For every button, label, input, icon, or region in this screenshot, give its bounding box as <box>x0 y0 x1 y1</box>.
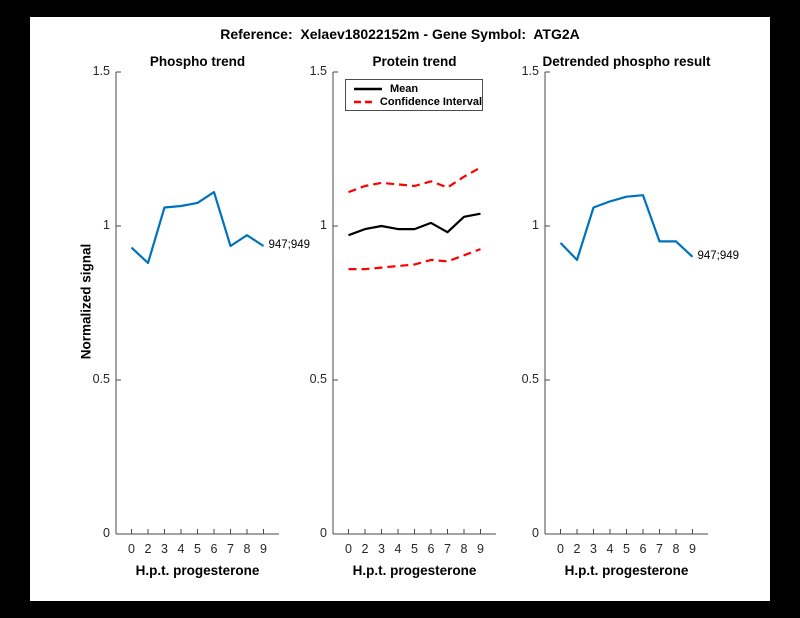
x-tick-label: 2 <box>144 542 152 556</box>
x-tick-label: 5 <box>411 542 418 556</box>
legend: Mean Confidence Interval <box>345 79 483 111</box>
y-tick-label: 0.5 <box>92 372 110 386</box>
x-tick-label: 3 <box>590 542 597 556</box>
legend-entry-confidence-interval: Confidence Interval <box>346 95 482 108</box>
x-tick-label: 2 <box>573 542 581 556</box>
y-tick-label: 1 <box>532 218 539 232</box>
y-tick-label: 1.5 <box>309 64 327 78</box>
subplot-title-detrended-phospho-result: Detrended phospho result <box>542 54 711 69</box>
legend-line-sample-confidence-interval <box>354 100 373 103</box>
y-tick-label: 0 <box>103 526 110 540</box>
detrended-phospho-result-947-949-line <box>559 194 694 261</box>
x-tick-label: 8 <box>672 542 680 556</box>
series-end-label: 947;949 <box>697 249 740 262</box>
figure-canvas: Reference: Xelaev18022152m - Gene Symbol… <box>30 17 770 601</box>
x-tick-label: 6 <box>210 542 218 556</box>
x-tick-label: 8 <box>460 542 468 556</box>
x-tick-label: 9 <box>689 542 696 556</box>
y-tick-label: 1 <box>103 218 110 232</box>
x-tick-label: 0 <box>345 542 352 556</box>
protein-trend-confidence-interval-upper-line <box>348 166 482 194</box>
x-tick-label: 6 <box>639 542 647 556</box>
legend-entry-mean: Mean <box>346 82 482 95</box>
x-tick-label: 4 <box>606 542 614 556</box>
x-tick-label: 0 <box>128 542 135 556</box>
x-axis-label: H.p.t. progesterone <box>135 563 260 578</box>
x-tick-label: 2 <box>361 542 369 556</box>
protein-trend-mean-line <box>348 212 481 237</box>
x-tick-label: 9 <box>260 542 267 556</box>
legend-label-confidence-interval: Confidence Interval <box>379 95 482 108</box>
protein-trend-confidence-interval-lower-line <box>348 248 481 271</box>
y-tick-label: 0 <box>320 526 327 540</box>
y-axis-label: Normalized signal <box>78 243 94 360</box>
x-tick-label: 8 <box>243 542 251 556</box>
x-axis-label: H.p.t. progesterone <box>352 563 477 578</box>
x-tick-label: 7 <box>444 542 451 556</box>
subplot-title-protein-trend: Protein trend <box>372 54 457 69</box>
y-tick-label: 0 <box>532 526 539 540</box>
y-tick-label: 1.5 <box>521 64 539 78</box>
y-tick-label: 0.5 <box>521 372 539 386</box>
x-tick-label: 5 <box>623 542 630 556</box>
plots-svg <box>115 71 708 535</box>
x-tick-label: 9 <box>477 542 484 556</box>
legend-label-mean: Mean <box>390 82 419 95</box>
legend-line-sample-mean <box>354 87 382 90</box>
y-tick-label: 1 <box>320 218 327 232</box>
series-end-label: 947;949 <box>268 239 311 252</box>
x-tick-label: 7 <box>656 542 663 556</box>
x-tick-label: 7 <box>227 542 234 556</box>
y-tick-label: 1.5 <box>92 64 110 78</box>
phospho-trend-947-949-line <box>130 191 265 265</box>
subplot-title-phospho-trend: Phospho trend <box>149 54 246 69</box>
x-tick-label: 6 <box>427 542 435 556</box>
x-tick-label: 4 <box>177 542 185 556</box>
y-tick-label: 0.5 <box>309 372 327 386</box>
x-tick-label: 5 <box>194 542 201 556</box>
x-tick-label: 3 <box>378 542 385 556</box>
x-tick-label: 3 <box>161 542 168 556</box>
x-tick-label: 4 <box>394 542 402 556</box>
x-axis-label: H.p.t. progesterone <box>564 563 689 578</box>
x-tick-label: 0 <box>557 542 564 556</box>
figure-title: Reference: Xelaev18022152m - Gene Symbol… <box>220 26 580 42</box>
